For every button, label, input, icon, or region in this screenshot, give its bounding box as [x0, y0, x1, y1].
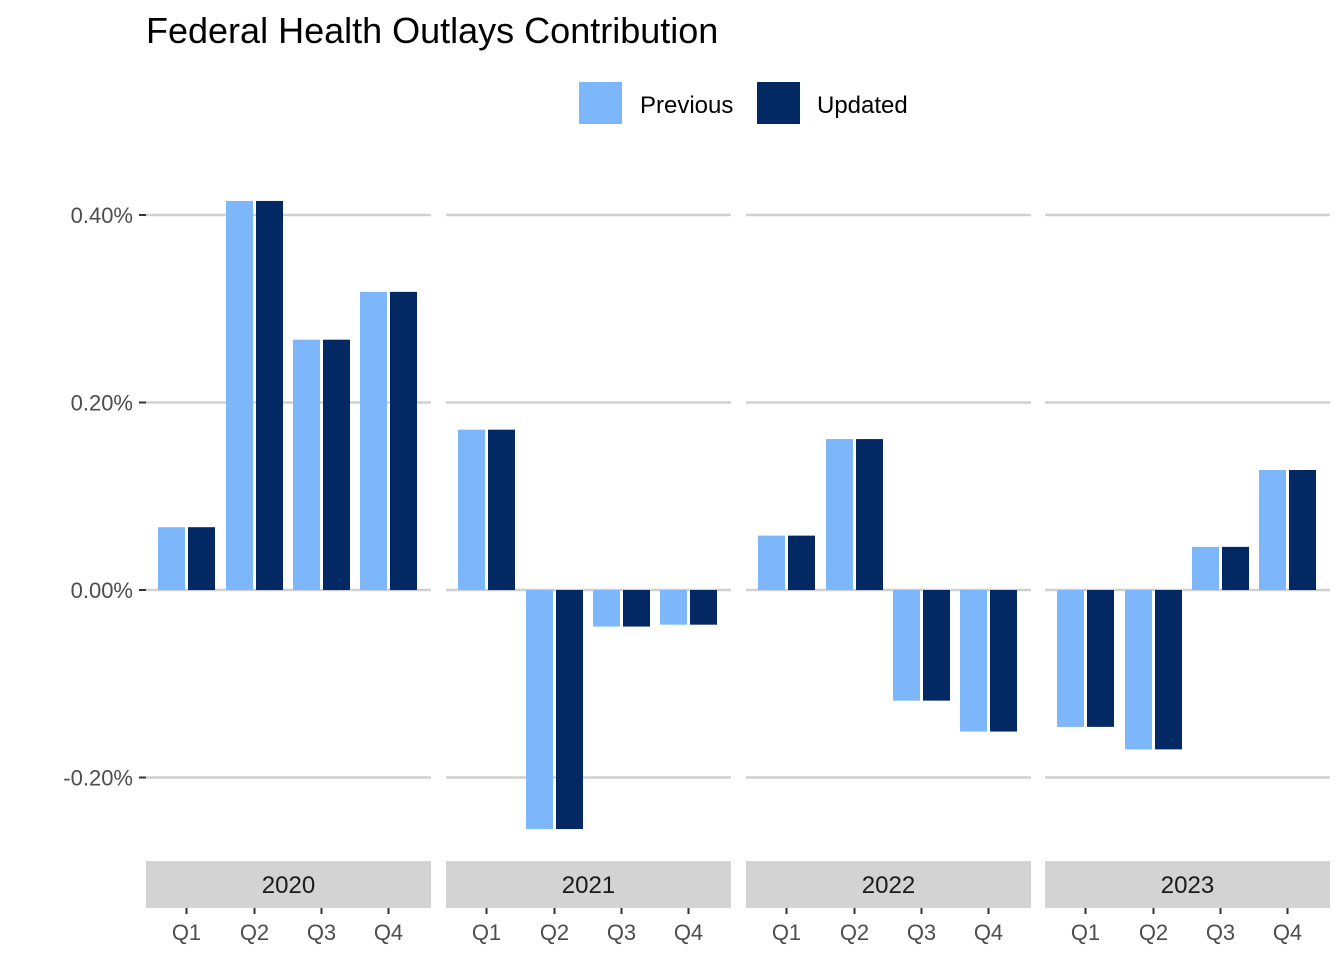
x-tick-label: Q3: [907, 920, 936, 945]
facet-strip: [446, 861, 731, 908]
facet-strip: [1045, 861, 1330, 908]
bar-updated-2021-q3: [623, 590, 650, 627]
legend-swatch-updated: [757, 82, 800, 124]
legend-label-updated: Updated: [817, 92, 908, 119]
x-tick-label: Q4: [1273, 920, 1302, 945]
x-tick-label: Q1: [472, 920, 501, 945]
bar-previous-2021-q4: [660, 590, 687, 625]
bar-previous-2022-q4: [960, 590, 987, 732]
x-tick-label: Q2: [540, 920, 569, 945]
bar-previous-2023-q4: [1259, 470, 1286, 590]
bar-updated-2023-q3: [1222, 546, 1249, 590]
x-tick-label: Q4: [374, 920, 403, 945]
x-tick-label: Q3: [607, 920, 636, 945]
facet-strips: 2020 2021 2022 2023: [146, 861, 1330, 908]
bar-previous-2023-q2: [1125, 590, 1152, 750]
legend-swatch-previous: [579, 82, 622, 124]
y-tick-label: -0.20%: [63, 766, 133, 791]
bar-previous-2020-q4: [360, 291, 387, 590]
bar-updated-2021-q1: [488, 429, 515, 590]
bar-previous-2021-q3: [593, 590, 620, 627]
bar-updated-2023-q2: [1155, 590, 1182, 750]
legend-label-previous: Previous: [640, 92, 733, 119]
chart-title: Federal Health Outlays Contribution: [146, 10, 718, 51]
bar-previous-2021-q1: [458, 429, 485, 590]
facet-strip-label: 2021: [562, 872, 615, 899]
x-tick-label: Q4: [974, 920, 1003, 945]
x-tick-label: Q2: [240, 920, 269, 945]
bar-updated-2022-q3: [923, 590, 950, 701]
bar-previous-2023-q1: [1057, 590, 1084, 727]
facet-strip-label: 2023: [1161, 872, 1214, 899]
x-tick-label: Q1: [172, 920, 201, 945]
bar-updated-2020-q4: [390, 291, 417, 590]
bar-previous-2021-q2: [526, 590, 553, 830]
bar-previous-2022-q1: [758, 535, 785, 590]
facet-strip-label: 2022: [862, 872, 915, 899]
legend: Previous Updated: [579, 82, 908, 124]
bar-updated-2020-q3: [323, 339, 350, 590]
bar-previous-2022-q2: [826, 439, 853, 590]
bar-previous-2022-q3: [893, 590, 920, 701]
y-tick-label: 0.20%: [71, 391, 133, 416]
facet-strip: [746, 861, 1031, 908]
bar-updated-2021-q4: [690, 590, 717, 625]
y-tick-label: 0.40%: [71, 203, 133, 228]
bar-updated-2021-q2: [556, 590, 583, 830]
bar-updated-2020-q1: [188, 527, 215, 590]
x-tick-label: Q3: [307, 920, 336, 945]
x-tick-label: Q1: [772, 920, 801, 945]
bar-previous-2020-q1: [158, 527, 185, 590]
bar-updated-2020-q2: [256, 200, 283, 590]
bar-previous-2020-q2: [226, 200, 253, 590]
bar-updated-2023-q4: [1289, 470, 1316, 590]
x-tick-label: Q1: [1071, 920, 1100, 945]
facet-strip-label: 2020: [262, 872, 315, 899]
facet-strip: [146, 861, 431, 908]
x-tick-label: Q3: [1206, 920, 1235, 945]
x-tick-label: Q2: [840, 920, 869, 945]
axes: 0.40% 0.20% 0.00% -0.20% Q1 Q2 Q3 Q4 Q1 Q2 Q3 Q4 Q1 Q…: [63, 203, 1302, 945]
bar-updated-2023-q1: [1087, 590, 1114, 727]
bar-previous-2020-q3: [293, 339, 320, 590]
bars: [158, 200, 1316, 830]
bar-updated-2022-q2: [856, 439, 883, 590]
x-tick-label: Q2: [1139, 920, 1168, 945]
x-tick-label: Q4: [674, 920, 703, 945]
bar-updated-2022-q4: [990, 590, 1017, 732]
bar-updated-2022-q1: [788, 535, 815, 590]
y-tick-label: 0.00%: [71, 578, 133, 603]
bar-previous-2023-q3: [1192, 546, 1219, 590]
